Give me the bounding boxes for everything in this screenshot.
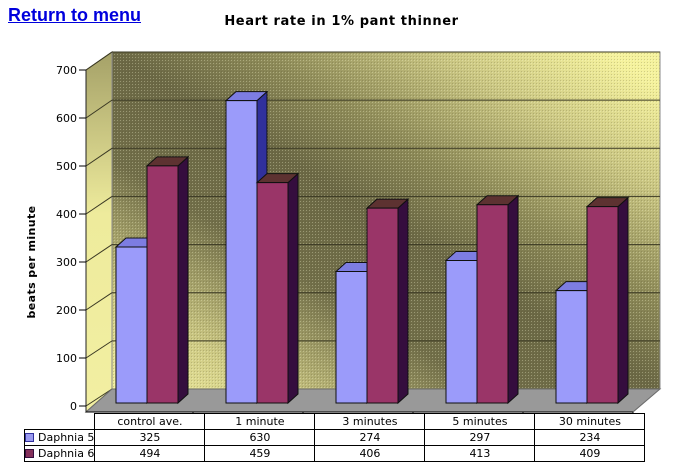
chart-title: Heart rate in 1% pant thinner [224, 14, 459, 29]
svg-text:200: 200 [56, 304, 77, 317]
svg-text:600: 600 [56, 112, 77, 125]
category-header: 1 minute [204, 413, 316, 430]
svg-text:0: 0 [70, 400, 77, 413]
legend-entry-daphnia-6: Daphnia 6 [23, 445, 96, 462]
category-header: control ave. [94, 413, 206, 430]
svg-text:500: 500 [56, 160, 77, 173]
table-cell: 630 [204, 429, 316, 446]
table-corner-blank [25, 414, 95, 430]
series-label: Daphnia 5 [38, 431, 95, 444]
table-cell: 459 [204, 445, 316, 462]
table-cell: 413 [424, 445, 536, 462]
svg-text:700: 700 [56, 64, 77, 77]
table-cell: 325 [94, 429, 206, 446]
legend-entry-daphnia-5: Daphnia 5 [23, 429, 96, 446]
table-cell: 494 [94, 445, 206, 462]
category-header-row: control ave. 1 minute 3 minutes 5 minute… [25, 413, 646, 430]
table-cell: 234 [534, 429, 646, 446]
table-cell: 274 [314, 429, 426, 446]
table-cell: 409 [534, 445, 646, 462]
return-to-menu-link[interactable]: Return to menu [8, 5, 141, 25]
category-header: 30 minutes [534, 413, 646, 430]
category-header: 3 minutes [314, 413, 426, 430]
legend-key-icon [25, 433, 34, 442]
svg-text:400: 400 [56, 208, 77, 221]
data-table: control ave. 1 minute 3 minutes 5 minute… [23, 413, 646, 462]
series-label: Daphnia 6 [38, 447, 95, 460]
table-row-daphnia-6: Daphnia 6 494 459 406 413 409 [23, 445, 646, 462]
category-header: 5 minutes [424, 413, 536, 430]
svg-text:100: 100 [56, 352, 77, 365]
table-cell: 406 [314, 445, 426, 462]
table-cell: 297 [424, 429, 536, 446]
legend-key-icon [25, 449, 34, 458]
table-row-daphnia-5: Daphnia 5 325 630 274 297 234 [23, 429, 646, 446]
svg-text:300: 300 [56, 256, 77, 269]
